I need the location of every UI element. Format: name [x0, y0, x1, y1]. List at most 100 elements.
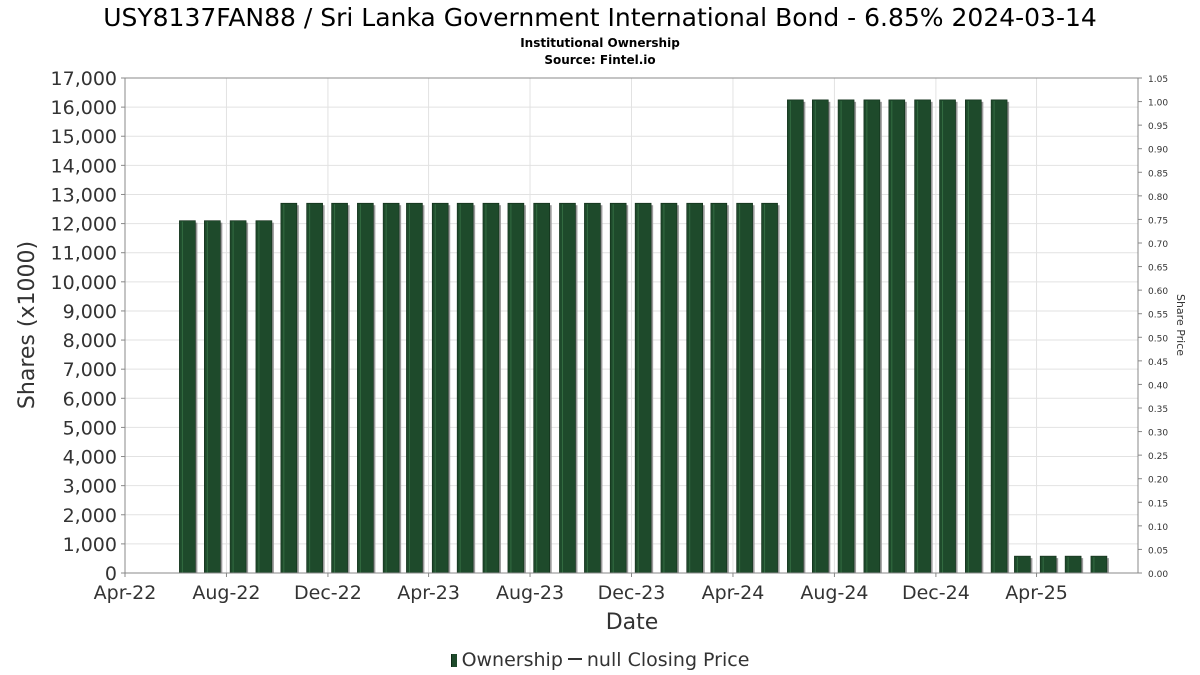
y2-tick-label: 0.25 — [1148, 452, 1168, 462]
y-tick-label: 2,000 — [63, 505, 117, 527]
ownership-bar — [1090, 555, 1108, 574]
x-tick-label: Aug-24 — [800, 582, 868, 604]
y2-tick-label: 0.40 — [1148, 381, 1168, 391]
y2-tick-label: 1.00 — [1148, 99, 1168, 109]
x-tick-label: Apr-25 — [1005, 582, 1068, 604]
y-tick-label: 16,000 — [51, 97, 117, 119]
y2-tick-label: 0.55 — [1148, 311, 1168, 321]
ownership-bar — [382, 202, 400, 574]
x-tick-label: Aug-22 — [192, 582, 260, 604]
y2-tick-label: 0.80 — [1148, 193, 1168, 203]
ownership-bar — [179, 220, 196, 574]
ownership-bar — [456, 202, 474, 574]
price-legend-line — [567, 658, 582, 660]
ownership-bar — [533, 202, 550, 574]
ownership-bar — [609, 202, 627, 574]
ownership-legend-swatch — [450, 654, 457, 667]
y-tick-label: 7,000 — [63, 359, 117, 381]
ownership-bar — [507, 202, 525, 574]
y2-tick-label: 0.45 — [1148, 358, 1168, 368]
ownership-bar — [761, 202, 778, 574]
ownership-bar — [1039, 555, 1057, 574]
x-tick-label: Dec-24 — [902, 582, 970, 604]
y-tick-label: 15,000 — [51, 126, 117, 148]
ownership-bar — [357, 202, 374, 574]
y2-tick-label: 0.10 — [1148, 523, 1168, 533]
x-axis-title: Date — [606, 610, 659, 635]
ownership-bar — [939, 99, 956, 574]
y-axis-title: Shares (x1000) — [15, 241, 40, 409]
y2-tick-label: 0.50 — [1148, 334, 1168, 344]
x-tick-label: Apr-24 — [702, 582, 765, 604]
ownership-bar — [811, 99, 829, 574]
y-tick-label: 4,000 — [63, 447, 117, 469]
ownership-bar — [306, 202, 323, 574]
ownership-bar — [914, 99, 931, 574]
ownership-bar — [634, 202, 652, 574]
chart-title: USY8137FAN88 / Sri Lanka Government Inte… — [103, 3, 1097, 32]
bars — [179, 99, 1109, 574]
y-tick-label: 12,000 — [51, 214, 117, 236]
ownership-bar — [863, 99, 881, 574]
y2-tick-label: 0.70 — [1148, 240, 1168, 250]
ownership-bar — [990, 99, 1008, 574]
axes: 0 1,000 2,000 3,000 4,000 5,000 6,000 7,000 8,00… — [51, 68, 1169, 604]
y-tick-label: 11,000 — [51, 243, 117, 265]
ownership-bar — [736, 202, 753, 574]
ownership-bar — [559, 202, 576, 574]
y2-tick-label: 0.95 — [1148, 122, 1168, 132]
y-tick-label: 6,000 — [63, 388, 117, 410]
y2-tick-label: 0.75 — [1148, 216, 1168, 226]
ownership-bar — [660, 202, 678, 574]
y2-tick-label: 0.00 — [1148, 570, 1168, 580]
ownership-bar — [965, 99, 982, 574]
ownership-bar — [1014, 555, 1031, 574]
y2-tick-label: 0.05 — [1148, 546, 1168, 556]
ownership-bar — [686, 202, 704, 574]
grid-lines — [124, 77, 1138, 574]
y2-tick-label: 0.65 — [1148, 264, 1168, 274]
y2-tick-label: 0.30 — [1148, 429, 1168, 439]
ownership-bar — [280, 202, 298, 574]
x-tick-label: Apr-23 — [397, 582, 460, 604]
y-tick-label: 13,000 — [51, 184, 117, 206]
x-tick-label: Aug-23 — [496, 582, 564, 604]
ownership-bar — [255, 220, 273, 574]
y2-tick-label: 0.85 — [1148, 169, 1168, 179]
y2-axis-title: Share Price — [1174, 294, 1187, 356]
x-tick-label: Apr-22 — [94, 582, 157, 604]
y-tick-label: 9,000 — [63, 301, 117, 323]
legend: Ownership null Closing Price — [0, 648, 1200, 672]
ownership-bar — [482, 202, 500, 574]
y2-tick-label: 0.15 — [1148, 499, 1168, 509]
ownership-bar — [710, 202, 728, 574]
y-tick-label: 14,000 — [51, 155, 117, 177]
price-legend-label: null Closing Price — [586, 649, 750, 671]
y-tick-label: 10,000 — [51, 272, 117, 294]
ownership-legend-label: Ownership — [461, 649, 563, 671]
ownership-bar — [204, 220, 221, 574]
y2-tick-label: 0.60 — [1148, 287, 1168, 297]
y2-tick-label: 0.20 — [1148, 476, 1168, 486]
ownership-bar — [584, 202, 601, 574]
y2-tick-label: 0.35 — [1148, 405, 1168, 415]
ownership-bar — [787, 99, 804, 574]
y-tick-label: 8,000 — [63, 330, 117, 352]
x-tick-label: Dec-22 — [294, 582, 362, 604]
ownership-bar — [406, 202, 423, 574]
chart-subtitle: Institutional Ownership — [520, 36, 680, 50]
y2-tick-label: 0.90 — [1148, 146, 1168, 156]
y-tick-label: 1,000 — [63, 534, 117, 556]
ownership-bar — [229, 220, 247, 574]
ownership-bar — [888, 99, 906, 574]
ownership-bar — [331, 202, 348, 574]
y-tick-label: 17,000 — [51, 68, 117, 90]
y-tick-label: 0 — [105, 563, 117, 585]
ownership-bar — [431, 202, 449, 574]
y-tick-label: 5,000 — [63, 417, 117, 439]
x-tick-label: Dec-23 — [598, 582, 666, 604]
y2-tick-label: 1.05 — [1148, 75, 1168, 85]
ownership-bar — [837, 99, 855, 574]
ownership-bar — [1064, 555, 1082, 574]
